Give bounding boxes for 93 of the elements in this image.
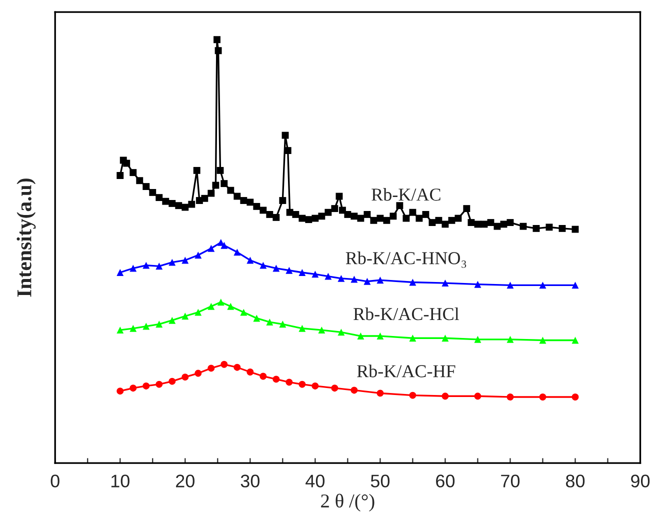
point: [364, 278, 371, 285]
point: [156, 320, 163, 328]
point: [298, 269, 306, 276]
point: [182, 256, 189, 264]
point: [442, 280, 449, 287]
point: [442, 334, 449, 342]
point: [168, 258, 176, 266]
point: [572, 282, 579, 289]
point: [474, 336, 482, 343]
point: [130, 264, 137, 272]
point: [376, 332, 384, 340]
point: [260, 372, 267, 380]
point: [350, 276, 358, 283]
point: [286, 378, 293, 386]
point: [376, 390, 384, 397]
point: [142, 262, 150, 269]
point: [208, 302, 215, 310]
point: [474, 280, 482, 288]
x-tick-label: 60: [436, 474, 455, 488]
point: [194, 370, 202, 377]
point: [182, 374, 189, 381]
point: [506, 282, 514, 289]
x-tick-label: 30: [240, 474, 260, 488]
x-tick-label: 80: [566, 474, 585, 488]
point: [409, 334, 416, 342]
point: [312, 270, 319, 278]
point: [156, 262, 163, 270]
point: [279, 320, 286, 328]
point: [474, 392, 482, 400]
point: [208, 364, 215, 372]
point: [338, 274, 345, 282]
point: [168, 378, 176, 385]
x-tick-label: 90: [631, 474, 650, 488]
point: [331, 384, 338, 392]
point: [350, 386, 358, 394]
x-axis-title: 2 θ /(°): [321, 494, 374, 512]
point: [194, 252, 202, 259]
x-tick-label: 20: [176, 474, 194, 488]
point: [130, 324, 137, 332]
point: [539, 336, 546, 344]
point: [376, 276, 384, 284]
point: [260, 262, 267, 269]
x-tick-label: 0: [50, 474, 60, 488]
point: [338, 328, 345, 336]
point: [318, 326, 326, 334]
point: [220, 360, 228, 368]
point: [234, 248, 241, 256]
point: [142, 382, 150, 390]
point: [506, 336, 514, 343]
point: [220, 242, 228, 249]
point: [156, 380, 163, 388]
point: [217, 298, 224, 306]
series-label: Rb-K/AC: [372, 188, 440, 201]
point: [272, 376, 280, 383]
point: [442, 392, 449, 400]
point: [572, 394, 579, 400]
point: [116, 326, 124, 334]
point: [130, 384, 137, 392]
point: [272, 264, 280, 272]
point: [253, 314, 260, 322]
point: [409, 278, 416, 286]
series-label: Rb-K/AC-HF: [357, 364, 456, 378]
point: [116, 269, 124, 276]
point: [234, 364, 241, 371]
point: [227, 302, 234, 310]
point: [539, 394, 546, 400]
x-tick-label: 50: [370, 474, 390, 488]
point: [208, 244, 215, 252]
point: [572, 336, 579, 344]
point: [194, 308, 202, 316]
y-axis-title: Intensity(a.u): [16, 178, 36, 297]
x-tick-label: 40: [306, 474, 325, 488]
series-label: Rb-K/AC-HCl: [354, 307, 459, 320]
point: [312, 382, 319, 390]
point: [246, 256, 254, 264]
point: [298, 380, 306, 388]
point: [409, 392, 416, 399]
point: [246, 368, 254, 376]
x-tick-label: 10: [111, 474, 130, 488]
point: [266, 318, 274, 326]
point: [168, 316, 176, 324]
point: [116, 388, 124, 395]
point: [324, 272, 332, 280]
point: [298, 324, 306, 332]
point: [142, 322, 150, 330]
point: [240, 308, 248, 316]
point: [286, 266, 293, 274]
point: [357, 332, 364, 340]
series-label: Rb-K/AC-HNO₃: [346, 252, 466, 268]
point: [539, 282, 546, 289]
x-tick-label: 70: [501, 474, 520, 488]
point: [182, 312, 189, 320]
point: [506, 394, 514, 400]
